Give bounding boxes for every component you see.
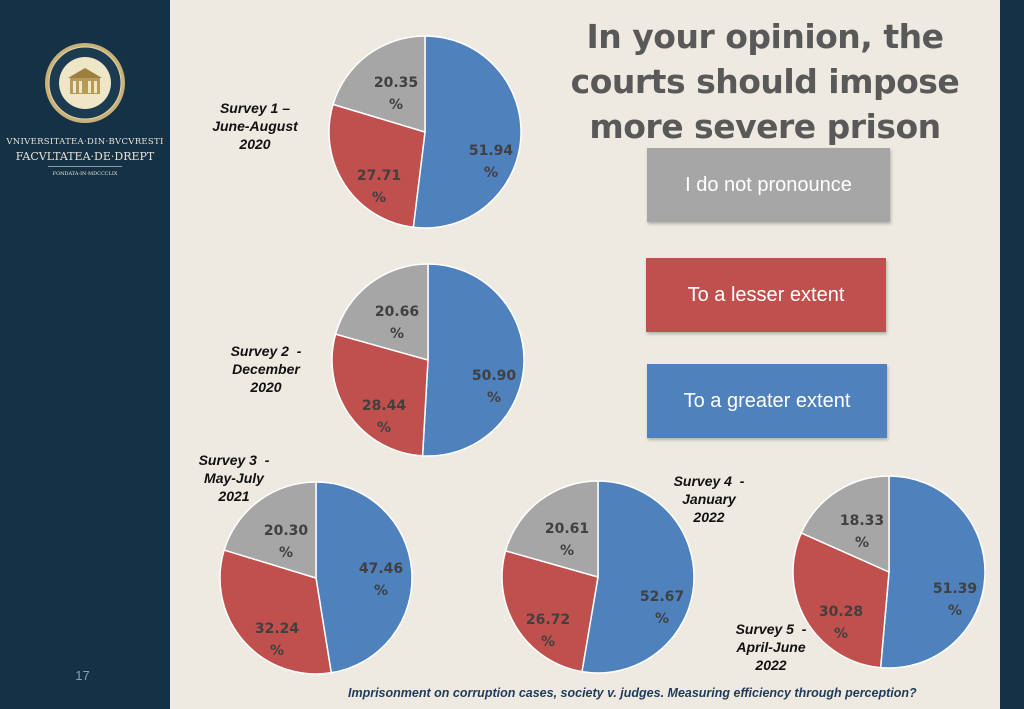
legend-greater-extent: To a greater extent (647, 364, 887, 438)
pie-2-data-label-2: % (377, 420, 391, 436)
pie-4-slice-2 (501, 549, 599, 673)
university-seal-logo (45, 43, 125, 123)
pie-3-data-label-1: % (374, 583, 388, 599)
pie-4-slice-3 (504, 480, 599, 578)
pie-1-data-label-2: % (372, 190, 386, 206)
footer-caption: Imprisonment on corruption cases, societ… (348, 686, 917, 700)
survey-1-label: Survey 1 – June-August 2020 (212, 100, 298, 152)
pie-5-data-label-1: 51.39 (933, 581, 977, 597)
survey-3-label: Survey 3 - May-July 2021 (198, 452, 270, 504)
pie-5-data-label-2: 30.28 (819, 604, 863, 620)
pie-1-data-label-1: % (484, 165, 498, 181)
pie-4-data-label-1: 52.67 (640, 589, 684, 605)
founded-text: FONDATA·IN·MDCCCLIX (52, 171, 118, 177)
pie-3-data-label-1: 47.46 (359, 561, 403, 577)
pie-5-data-label-3: % (855, 535, 869, 551)
legend-label: To a lesser extent (687, 283, 845, 306)
legend-lesser-extent: To a lesser extent (646, 258, 886, 332)
pie-4-data-label-1: % (655, 611, 669, 627)
pie-4-data-label-2: 26.72 (526, 612, 570, 628)
pie-3-slice-1 (315, 481, 413, 674)
legend-label: I do not pronounce (685, 173, 852, 196)
legend-no-opinion: I do not pronounce (647, 148, 890, 222)
pie-1-data-label-2: 27.71 (357, 168, 401, 184)
pie-4-data-label-3: % (560, 543, 574, 559)
university-name: VNIVERSITATEA·DIN·BVCVRESTI (6, 137, 164, 147)
pie-2-slice-3 (334, 263, 429, 361)
pie-1-data-label-3: 20.35 (374, 75, 418, 91)
pie-3-data-label-2: 32.24 (255, 621, 300, 637)
pie-2-data-label-3: % (390, 326, 404, 342)
pie-1-data-label-1: 51.94 (469, 143, 514, 159)
page-number: 17 (75, 668, 90, 683)
pie-2-data-label-3: 20.66 (375, 304, 419, 320)
faculty-name: FACVLTATEA·DE·DREPT (15, 150, 155, 163)
pie-1-data-label-3: % (389, 97, 403, 113)
pie-5-data-label-2: % (834, 626, 848, 642)
legend-label: To a greater extent (683, 389, 851, 412)
pie-5-data-label-3: 18.33 (840, 513, 884, 529)
pie-1-slice-1 (412, 35, 522, 229)
pie-5-data-label-1: % (948, 603, 962, 619)
pie-3-slice-2 (219, 549, 333, 675)
right-strip (1000, 0, 1024, 709)
pie-2-data-label-2: 28.44 (362, 398, 407, 414)
pie-5-slice-1 (879, 475, 986, 669)
pie-2-data-label-1: 50.90 (472, 368, 517, 384)
slide-title: In your opinion, the courts should impos… (570, 17, 960, 191)
pie-4-slice-1 (581, 480, 695, 674)
pie-3-data-label-3: % (279, 545, 293, 561)
pie-3-data-label-2: % (270, 643, 284, 659)
pie-2-data-label-1: % (487, 390, 501, 406)
pie-4-data-label-2: % (541, 634, 555, 650)
pie-1-slice-2 (328, 103, 426, 229)
survey-2-label: Survey 2 - December 2020 (230, 343, 302, 395)
pie-1-slice-3 (332, 35, 426, 134)
sidebar: VNIVERSITATEA·DIN·BVCVRESTI FACVLTATEA·D… (0, 0, 170, 709)
pie-2-slice-2 (331, 333, 429, 457)
survey-4-label: Survey 4 - January 2022 (673, 473, 745, 525)
pie-4-data-label-3: 20.61 (545, 521, 589, 537)
pie-2-slice-1 (421, 263, 525, 457)
divider (48, 166, 122, 167)
pie-3-slice-3 (223, 481, 317, 580)
survey-5-label: Survey 5 - April-June 2022 (735, 621, 807, 673)
pie-5-slice-2 (792, 531, 890, 669)
pie-5-slice-3 (800, 475, 890, 574)
pie-3-data-label-3: 20.30 (264, 523, 309, 539)
